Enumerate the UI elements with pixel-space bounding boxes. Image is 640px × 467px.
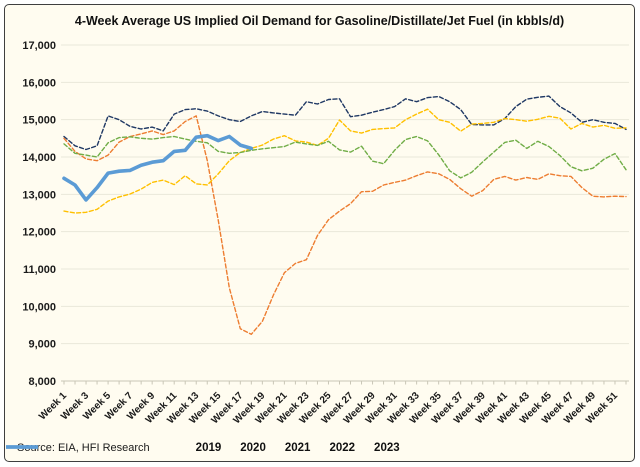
legend-item-2021: 2021 bbox=[6, 442, 311, 454]
y-tick-label: 14,000 bbox=[22, 152, 56, 164]
chart-footer: Source: EIA, HFI Research 2019 2020 2021 20… bbox=[5, 442, 634, 454]
line-chart-plot: 17,000 16,000 15,000 14,000 13,000 12,000 11,0… bbox=[22, 40, 629, 426]
source-note: Source: EIA, HFI Research bbox=[17, 442, 150, 454]
y-tick-label: 17,000 bbox=[22, 40, 56, 52]
series-line-2019 bbox=[63, 95, 627, 151]
y-tick-label: 10,000 bbox=[22, 301, 56, 313]
y-tick-label: 12,000 bbox=[22, 227, 56, 239]
y-tick-label: 8,000 bbox=[28, 376, 56, 388]
y-tick-label: 11,000 bbox=[23, 264, 56, 276]
series-line-2022 bbox=[63, 135, 627, 179]
series-line-2020 bbox=[63, 115, 627, 335]
legend-item-2020: 2020 bbox=[6, 442, 266, 454]
y-tick-label: 15,000 bbox=[22, 115, 56, 127]
legend-label-2021: 2021 bbox=[284, 442, 311, 454]
legend: 2019 2020 2021 2022 2023 bbox=[6, 442, 400, 454]
legend-item-2023: 2023 bbox=[6, 442, 400, 454]
y-tick-label: 16,000 bbox=[22, 77, 56, 89]
legend-label-2019: 2019 bbox=[195, 442, 222, 454]
series-line-2021 bbox=[63, 108, 627, 214]
legend-label-2022: 2022 bbox=[329, 442, 356, 454]
legend-item-2022: 2022 bbox=[6, 442, 356, 454]
series-line-2023 bbox=[62, 133, 254, 202]
legend-label-2023: 2023 bbox=[374, 442, 400, 454]
y-tick-label: 13,000 bbox=[22, 189, 56, 201]
chart-title: 4-Week Average US Implied Oil Demand for… bbox=[74, 14, 565, 28]
y-tick-label: 9,000 bbox=[28, 339, 56, 351]
legend-swatch-2023 bbox=[6, 445, 38, 449]
legend-label-2020: 2020 bbox=[240, 442, 266, 454]
legend-item-2019: 2019 bbox=[6, 442, 222, 454]
chart-frame: 4-Week Average US Implied Oil Demand for… bbox=[4, 4, 635, 462]
